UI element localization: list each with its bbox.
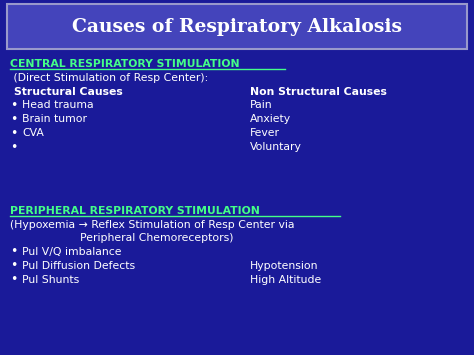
Text: High Altitude: High Altitude xyxy=(250,275,321,285)
Text: •: • xyxy=(10,98,18,111)
Text: Hypotension: Hypotension xyxy=(250,261,319,271)
Text: CENTRAL RESPIRATORY STIMULATION: CENTRAL RESPIRATORY STIMULATION xyxy=(10,59,240,69)
Text: •: • xyxy=(10,273,18,286)
Text: •: • xyxy=(10,126,18,140)
Text: •: • xyxy=(10,113,18,126)
Text: (Direct Stimulation of Resp Center):: (Direct Stimulation of Resp Center): xyxy=(10,73,208,83)
Text: CVA: CVA xyxy=(22,128,44,138)
Text: Pain: Pain xyxy=(250,100,273,110)
Text: Non Structural Causes: Non Structural Causes xyxy=(250,87,387,97)
Text: Causes of Respiratory Alkalosis: Causes of Respiratory Alkalosis xyxy=(72,18,402,36)
Text: PERIPHERAL RESPIRATORY STIMULATION: PERIPHERAL RESPIRATORY STIMULATION xyxy=(10,206,260,216)
Text: Peripheral Chemoreceptors): Peripheral Chemoreceptors) xyxy=(10,233,234,243)
Text: Brain tumor: Brain tumor xyxy=(22,114,87,124)
Text: Structural Causes: Structural Causes xyxy=(14,87,123,97)
FancyBboxPatch shape xyxy=(7,4,467,49)
Text: Pul Shunts: Pul Shunts xyxy=(22,275,79,285)
Text: •: • xyxy=(10,141,18,153)
Text: •: • xyxy=(10,260,18,273)
Text: Head trauma: Head trauma xyxy=(22,100,94,110)
Text: Pul Diffusion Defects: Pul Diffusion Defects xyxy=(22,261,135,271)
Text: •: • xyxy=(10,246,18,258)
Text: Anxiety: Anxiety xyxy=(250,114,291,124)
Text: Fever: Fever xyxy=(250,128,280,138)
Text: Pul V/Q imbalance: Pul V/Q imbalance xyxy=(22,247,121,257)
Text: (Hypoxemia → Reflex Stimulation of Resp Center via: (Hypoxemia → Reflex Stimulation of Resp … xyxy=(10,220,294,230)
Text: Voluntary: Voluntary xyxy=(250,142,302,152)
